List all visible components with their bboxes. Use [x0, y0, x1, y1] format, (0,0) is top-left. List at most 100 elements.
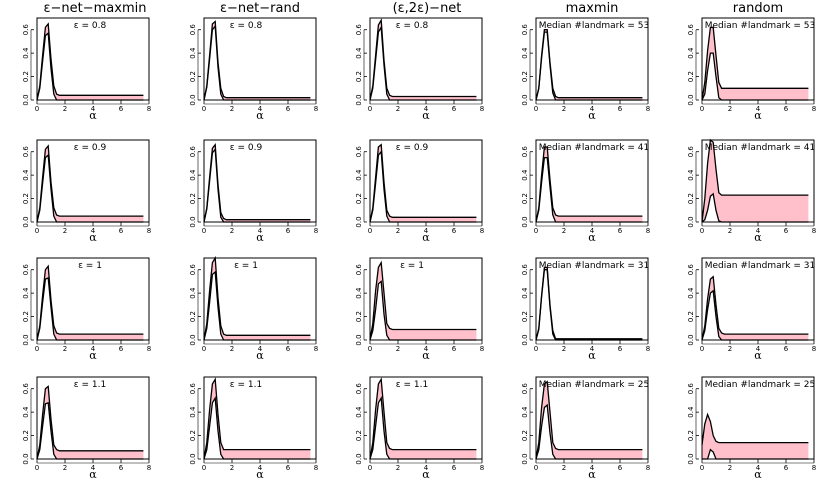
y-tick-label: 0.6 — [687, 24, 695, 36]
panel: 0 2 4 6 8 0.0 0.2 0.4 0.6 α ε = 1 — [189, 255, 318, 362]
x-tick-label: 2 — [396, 345, 400, 353]
x-tick-label: 6 — [452, 105, 457, 113]
x-tick-label: 8 — [646, 345, 650, 353]
y-tick-label: 0.6 — [355, 24, 363, 36]
x-tick-label: 8 — [480, 345, 484, 353]
x-tick-label: 6 — [784, 227, 789, 235]
x-tick-label: 8 — [812, 227, 816, 235]
y-tick-label: 0.2 — [189, 71, 197, 82]
panel-annotation: ε = 1.1 — [396, 380, 428, 390]
x-tick-label: 6 — [784, 464, 789, 472]
panel: 0 2 4 6 8 0.0 0.2 0.4 0.6 α ε = 0.8 — [22, 17, 151, 122]
x-axis-label: α — [754, 468, 762, 481]
y-tick-label: 0.4 — [22, 287, 30, 299]
panel: 0 2 4 6 8 0.0 0.2 0.4 0.6 α ε = 0.9 — [22, 139, 151, 244]
upper-curve — [369, 377, 477, 460]
x-tick-label: 0 — [35, 227, 39, 235]
y-tick-label: 0.4 — [521, 287, 529, 299]
y-tick-label: 0.0 — [22, 216, 30, 227]
lower-curve — [36, 276, 144, 341]
x-tick-label: 0 — [202, 227, 206, 235]
y-tick-label: 0.4 — [521, 406, 529, 418]
x-tick-label: 4 — [590, 105, 595, 113]
x-axis-label: α — [256, 109, 264, 122]
x-axis-label: α — [588, 468, 596, 481]
x-axis-label: α — [256, 231, 264, 244]
x-tick-label: 4 — [756, 464, 761, 472]
x-tick-label: 6 — [452, 464, 457, 472]
x-axis-label: α — [422, 109, 430, 122]
x-tick-label: 4 — [91, 464, 96, 472]
y-tick-label: 0.4 — [189, 406, 197, 418]
y-tick-label: 0.2 — [355, 71, 363, 82]
x-tick-label: 6 — [119, 345, 124, 353]
y-tick-label: 0.4 — [189, 287, 197, 299]
x-tick-label: 6 — [286, 345, 291, 353]
x-tick-label: 4 — [590, 227, 595, 235]
y-tick-label: 0.2 — [189, 311, 197, 322]
y-tick-label: 0.4 — [22, 47, 30, 59]
y-tick-label: 0.0 — [189, 334, 197, 345]
upper-curve — [369, 260, 477, 341]
confidence-band — [536, 381, 643, 459]
panel: 0 2 4 6 8 0.0 0.2 0.4 0.6 α Median #landmark = 41 — [521, 139, 650, 244]
x-axis-label: α — [588, 231, 596, 244]
x-tick-label: 4 — [756, 227, 761, 235]
x-tick-label: 2 — [728, 105, 732, 113]
panel-annotation: Median #landmark = 31 — [539, 261, 649, 271]
y-tick-label: 0.4 — [355, 47, 363, 59]
y-tick-label: 0.2 — [22, 193, 30, 204]
panel-annotation: Median #landmark = 31 — [705, 261, 815, 271]
x-tick-label: 4 — [590, 464, 595, 472]
x-tick-label: 8 — [314, 464, 318, 472]
y-tick-label: 0.0 — [355, 453, 363, 464]
y-tick-label: 0.6 — [189, 264, 197, 276]
x-tick-label: 4 — [258, 345, 263, 353]
lower-curve — [535, 156, 643, 223]
upper-curve — [701, 26, 809, 101]
x-tick-label: 2 — [562, 345, 566, 353]
x-tick-label: 8 — [646, 227, 650, 235]
x-tick-label: 4 — [258, 105, 263, 113]
x-tick-label: 2 — [396, 227, 400, 235]
x-tick-label: 0 — [534, 227, 538, 235]
y-tick-label: 0.4 — [189, 47, 197, 59]
lower-curve — [369, 150, 477, 223]
panel-annotation: ε = 0.8 — [74, 21, 107, 31]
x-tick-label: 4 — [258, 227, 263, 235]
x-tick-label: 8 — [812, 464, 816, 472]
x-tick-label: 0 — [700, 345, 704, 353]
y-tick-label: 0.0 — [22, 334, 30, 345]
y-tick-label: 0.6 — [189, 24, 197, 36]
upper-curve — [203, 255, 311, 341]
y-tick-label: 0.2 — [687, 311, 695, 322]
x-tick-label: 6 — [286, 105, 291, 113]
confidence-band — [204, 379, 311, 459]
x-tick-label: 0 — [202, 105, 206, 113]
y-tick-label: 0.4 — [687, 287, 695, 299]
y-tick-label: 0.6 — [687, 383, 695, 395]
panel: 0 2 4 6 8 0.0 0.2 0.4 0.6 α Median #landmark = 53 — [521, 17, 650, 122]
panel-annotation: Median #landmark = 41 — [539, 143, 649, 153]
x-tick-label: 4 — [756, 345, 761, 353]
y-tick-label: 0.0 — [521, 216, 529, 227]
y-tick-label: 0.6 — [22, 24, 30, 36]
x-tick-label: 8 — [147, 105, 151, 113]
y-tick-label: 0.2 — [355, 311, 363, 322]
x-tick-label: 8 — [480, 105, 484, 113]
y-tick-label: 0.4 — [521, 47, 529, 59]
column-title: ε−net−maxmin — [44, 1, 147, 16]
x-tick-label: 6 — [784, 105, 789, 113]
y-tick-label: 0.2 — [521, 430, 529, 441]
y-tick-label: 0.2 — [687, 193, 695, 204]
x-tick-label: 4 — [424, 345, 429, 353]
panel: 0 2 4 6 8 0.0 0.2 0.4 0.6 α Median #landmark = 53 — [687, 17, 816, 122]
y-tick-label: 0.4 — [355, 406, 363, 418]
x-tick-label: 8 — [147, 464, 151, 472]
x-tick-label: 2 — [562, 227, 566, 235]
x-axis-label: α — [754, 231, 762, 244]
x-axis-label: α — [89, 468, 97, 481]
confidence-band — [702, 276, 809, 340]
x-tick-label: 2 — [63, 227, 67, 235]
